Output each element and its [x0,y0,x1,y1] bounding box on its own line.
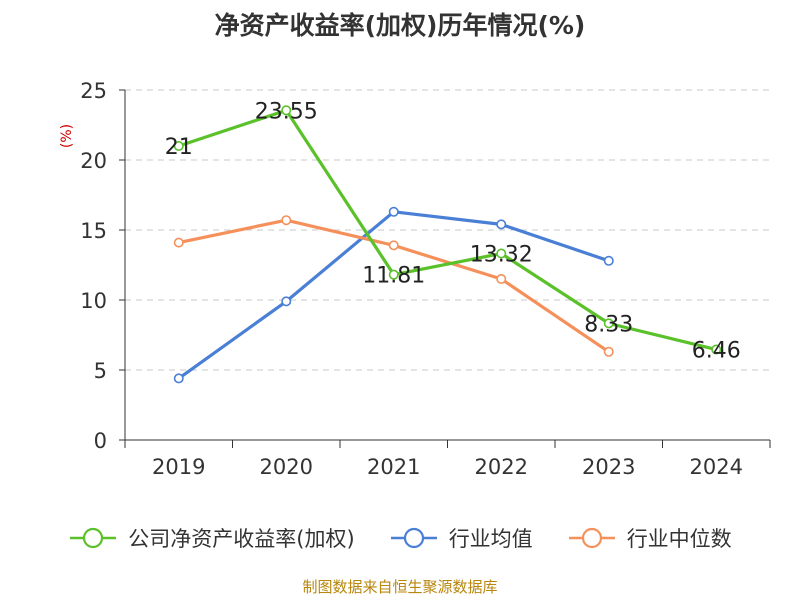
data-point [281,215,292,226]
x-tick-label: 2022 [475,455,528,479]
legend-line-circle-icon [568,527,615,549]
legend-label: 行业均值 [448,527,533,551]
data-point [388,206,399,217]
line-chart: 0 5 10 15 20 25 2019 2020 2021 2022 2023 2024 21 23.5… [80,79,771,479]
data-point [603,255,614,266]
y-tick-label: 10 [80,289,107,313]
legend-item: 行业中位数 [567,523,732,553]
y-tick-label: 15 [80,219,107,243]
legend-label: 公司净资产收益率(加权) [128,527,355,551]
x-tick-label: 2019 [152,455,205,479]
legend-item: 行业均值 [389,523,533,553]
data-point [388,240,399,251]
data-point [173,141,184,152]
x-tick-label: 2023 [582,455,635,479]
y-tick-label: 20 [80,149,107,173]
data-label: 13.32 [470,243,533,268]
x-tick-label: 2020 [260,455,313,479]
legend-line-circle-icon [390,527,437,549]
series-line [177,210,610,380]
legend-item: 公司净资产收益率(加权) [68,523,355,553]
data-label: 11.81 [362,264,425,289]
data-point [711,344,722,355]
data-label: 23.55 [255,99,318,124]
data-point [281,105,292,116]
x-tick-label: 2024 [690,455,743,479]
source-note: 制图数据来自恒生聚源数据库 [302,578,498,596]
series-line [178,108,717,352]
data-point [173,237,184,248]
legend: 公司净资产收益率(加权) 行业均值 行业中位数 [0,518,800,558]
data-label: 21 [165,135,193,160]
data-point [388,269,399,280]
x-tick-label: 2021 [367,455,420,479]
y-tick-label: 5 [94,359,107,383]
data-point [496,219,507,230]
data-point [603,318,614,329]
y-tick-label: 25 [80,79,107,103]
data-label: 6.46 [692,339,741,364]
data-point [496,273,507,284]
data-label: 8.33 [584,312,633,337]
data-point [496,248,507,259]
y-tick-label: 0 [94,429,107,453]
data-point [173,373,184,384]
chart-title: 净资产收益率(加权)历年情况(%) [214,11,586,40]
legend-line-circle-icon [70,527,117,549]
legend-label: 行业中位数 [626,527,732,551]
data-point [603,346,614,357]
data-point [281,296,292,307]
